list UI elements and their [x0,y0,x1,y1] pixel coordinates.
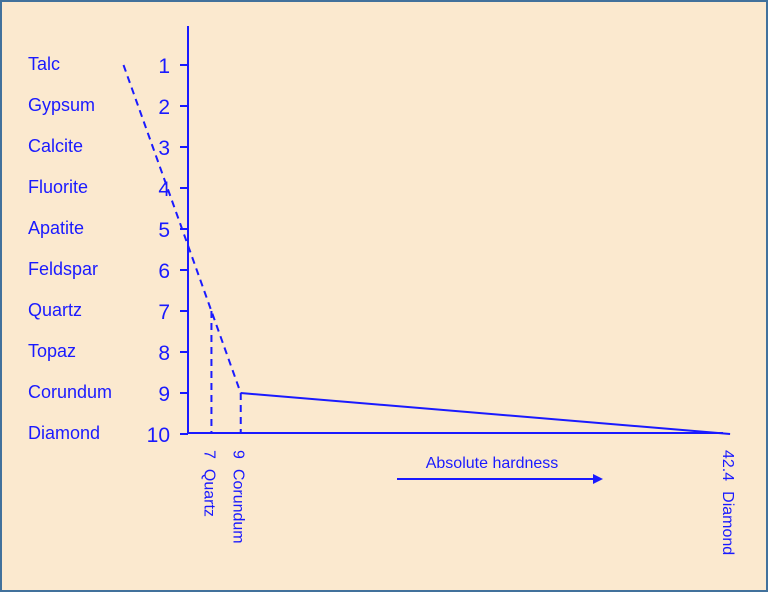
mohs-scale-labels: Talc 1 Gypsum 2 Calcite 3 Fluorite 4 Apatite 5 Fel… [28,54,188,447]
mineral-label: Corundum [28,382,112,402]
axes [187,26,723,434]
mineral-label: Gypsum [28,95,95,115]
mohs-tick-label: 7 [158,301,170,324]
x-tick-value: 9 [230,450,247,459]
mineral-label: Feldspar [28,259,98,279]
x-tick-mineral: Corundum [230,469,247,544]
mohs-tick-label: 10 [147,424,170,447]
mohs-tick-label: 3 [158,137,170,160]
mineral-label: Fluorite [28,177,88,197]
mineral-label: Diamond [28,423,100,443]
dashed-series-line [122,64,242,394]
mineral-label: Talc [28,54,60,74]
series-layer [122,64,731,435]
mohs-tick-label: 9 [158,383,170,406]
x-tick-labels: 7 Quartz 9 Corundum 42.4 Diamond [200,450,736,555]
x-tick-label: 42.4 Diamond [719,450,736,555]
mohs-tick-label: 5 [158,219,170,242]
x-tick-label: 7 Quartz [200,450,217,517]
mohs-tick-label: 8 [158,342,170,365]
x-axis-title-group: Absolute hardness [397,455,603,484]
mineral-label: Apatite [28,218,84,238]
mohs-tick-label: 4 [158,178,170,201]
mohs-tick-label: 1 [158,55,170,78]
x-tick-mineral: Diamond [719,491,736,555]
mohs-tick-label: 2 [158,96,170,119]
x-tick-value: 42.4 [719,450,736,481]
x-tick-mineral: Quartz [200,469,217,517]
mohs-tick-label: 6 [158,260,170,283]
x-axis-arrow-head [593,474,603,484]
mineral-label: Topaz [28,341,76,361]
x-axis-title: Absolute hardness [426,455,559,472]
x-tick-value: 7 [200,450,217,459]
mineral-label: Quartz [28,300,82,320]
solid-series-line [240,392,731,435]
mineral-label: Calcite [28,136,83,156]
x-tick-label: 9 Corundum [230,450,247,544]
